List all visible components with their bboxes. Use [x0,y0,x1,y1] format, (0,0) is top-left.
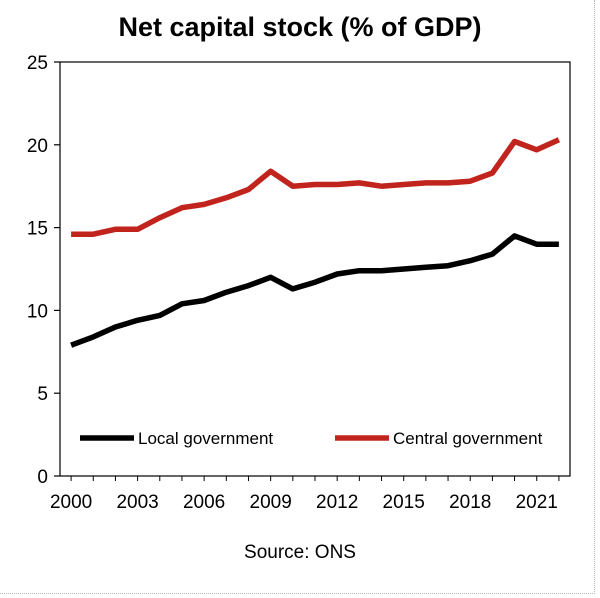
y-tick-label: 15 [27,219,48,240]
y-tick-label: 25 [27,53,48,74]
chart-series [70,137,561,348]
x-tick-label: 2009 [250,492,292,513]
legend-label: Local government [138,429,273,448]
chart-axes: 0 5 10 15 20 25 2000 2003 2006 2009 2012 2015 2018 20… [27,53,571,513]
y-tick-label: 10 [27,301,48,322]
chart-legend: Local government Central government [80,429,543,448]
chart-source: Source: ONS [244,542,356,563]
x-tick-label: 2021 [516,492,558,513]
y-tick-label: 5 [37,384,48,405]
x-tick-label: 2015 [383,492,425,513]
x-tick-label: 2000 [50,492,92,513]
plot-area-border [59,61,571,477]
y-tick-label: 0 [37,467,48,488]
x-tick-label: 2003 [116,492,158,513]
x-tick-label: 2006 [183,492,225,513]
x-tick-label: 2012 [316,492,358,513]
legend-label: Central government [393,429,543,448]
y-tick-label: 20 [27,136,48,157]
x-tick-label: 2018 [449,492,491,513]
chart-title: Net capital stock (% of GDP) [118,12,482,42]
series-line-central-government [71,137,561,237]
series-line-local-government [70,233,559,348]
